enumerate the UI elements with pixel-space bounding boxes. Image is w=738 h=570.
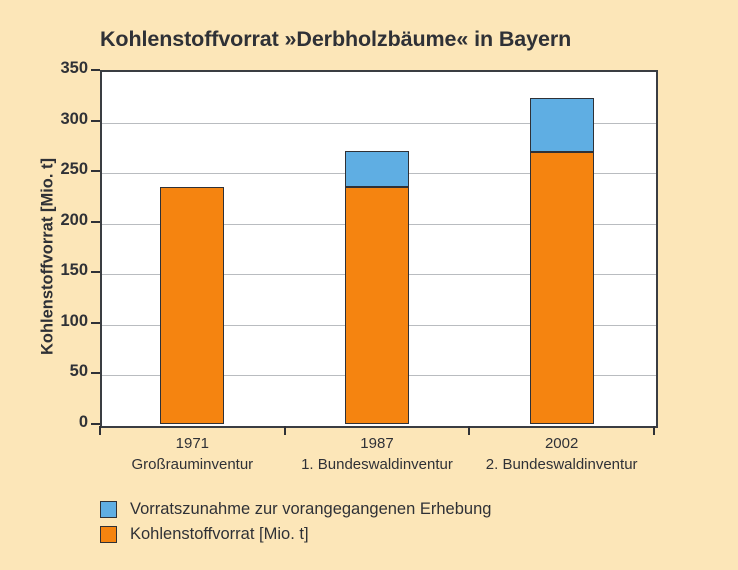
y-axis-tick-label: 50 (69, 362, 88, 381)
x-axis-tick (468, 426, 471, 435)
legend-item-label: Vorratszunahme zur vorangegangenen Erheb… (130, 500, 492, 518)
bar-segment-base[interactable] (160, 187, 225, 424)
y-axis-tick-label: 200 (60, 210, 88, 229)
x-axis-year: 1987 (360, 435, 394, 452)
y-axis-tick (91, 170, 100, 173)
x-axis-year: 1971 (175, 435, 210, 452)
x-axis-category-label: 2002 2. Bundeswaldinventur (469, 434, 654, 475)
y-axis-tick-label: 0 (78, 413, 88, 431)
x-axis-sublabel: Großrauminventur (131, 456, 254, 473)
bar-segment-base[interactable] (345, 187, 409, 424)
bar-segment-increment[interactable] (529, 98, 594, 152)
x-axis-year: 2002 (544, 435, 579, 452)
page-title: Kohlenstoffvorrat »Derbholzbäume« in Bay… (100, 27, 572, 51)
bar-segment-increment[interactable] (345, 150, 409, 188)
y-axis-tick (91, 423, 100, 425)
y-axis-tick (91, 119, 100, 122)
x-axis-category-label: 1987 1. Bundeswaldinventur (285, 434, 470, 475)
gridline (102, 122, 656, 124)
x-axis-tick (99, 426, 101, 435)
legend-item[interactable]: Kohlenstoffvorrat [Mio. t] (100, 522, 491, 547)
y-axis-tick (91, 321, 100, 324)
x-axis-sublabel: 1. Bundeswaldinventur (301, 456, 453, 473)
y-axis-tick-label: 350 (60, 59, 88, 77)
x-axis-sublabel: 2. Bundeswaldinventur (485, 456, 638, 473)
y-axis-tick (91, 69, 100, 71)
y-axis-tick (91, 220, 100, 223)
x-axis-category-label: 1971 Großrauminventur (100, 434, 285, 475)
legend-item[interactable]: Vorratszunahme zur vorangegangenen Erheb… (100, 497, 491, 522)
legend-swatch-icon (100, 501, 117, 518)
y-axis-tick-label: 100 (60, 311, 88, 330)
y-axis-tick-label: 300 (60, 109, 88, 128)
y-axis-title: Kohlenstoffvorrat [Mio. t] (38, 157, 57, 356)
legend-swatch-icon (100, 526, 117, 543)
y-axis-tick-label: 250 (60, 160, 88, 179)
chart-legend: Vorratszunahme zur vorangegangenen Erheb… (100, 497, 491, 547)
bar-segment-base[interactable] (529, 151, 594, 424)
y-axis-tick (91, 372, 100, 375)
x-axis-tick (283, 426, 286, 435)
x-axis-tick (653, 426, 655, 435)
y-axis-tick (91, 271, 100, 274)
legend-item-label: Kohlenstoffvorrat [Mio. t] (130, 525, 309, 543)
y-axis-tick-label: 150 (60, 261, 88, 280)
